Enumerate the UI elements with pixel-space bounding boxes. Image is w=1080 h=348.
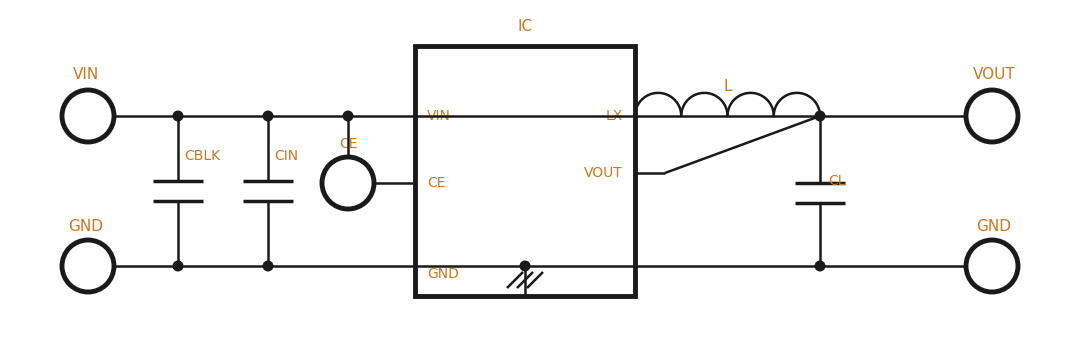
Circle shape	[264, 261, 273, 271]
Circle shape	[173, 261, 183, 271]
Bar	[415, 46, 635, 296]
Circle shape	[815, 111, 825, 121]
Text: GND: GND	[427, 267, 459, 281]
Circle shape	[343, 111, 353, 121]
Text: VOUT: VOUT	[584, 166, 623, 180]
Text: LX: LX	[606, 109, 623, 123]
Text: CL: CL	[828, 174, 846, 188]
Text: GND: GND	[976, 219, 1012, 234]
Circle shape	[264, 111, 273, 121]
Text: GND: GND	[68, 219, 104, 234]
Text: IC: IC	[517, 19, 532, 34]
Circle shape	[173, 111, 183, 121]
Text: CIN: CIN	[274, 149, 298, 163]
Circle shape	[521, 261, 530, 271]
Text: VOUT: VOUT	[973, 67, 1015, 82]
Text: VIN: VIN	[72, 67, 99, 82]
Text: CE: CE	[339, 137, 357, 151]
Text: CBLK: CBLK	[184, 149, 220, 163]
Circle shape	[815, 261, 825, 271]
Text: CE: CE	[427, 176, 446, 190]
Text: VIN: VIN	[427, 109, 450, 123]
Text: L: L	[724, 79, 732, 94]
